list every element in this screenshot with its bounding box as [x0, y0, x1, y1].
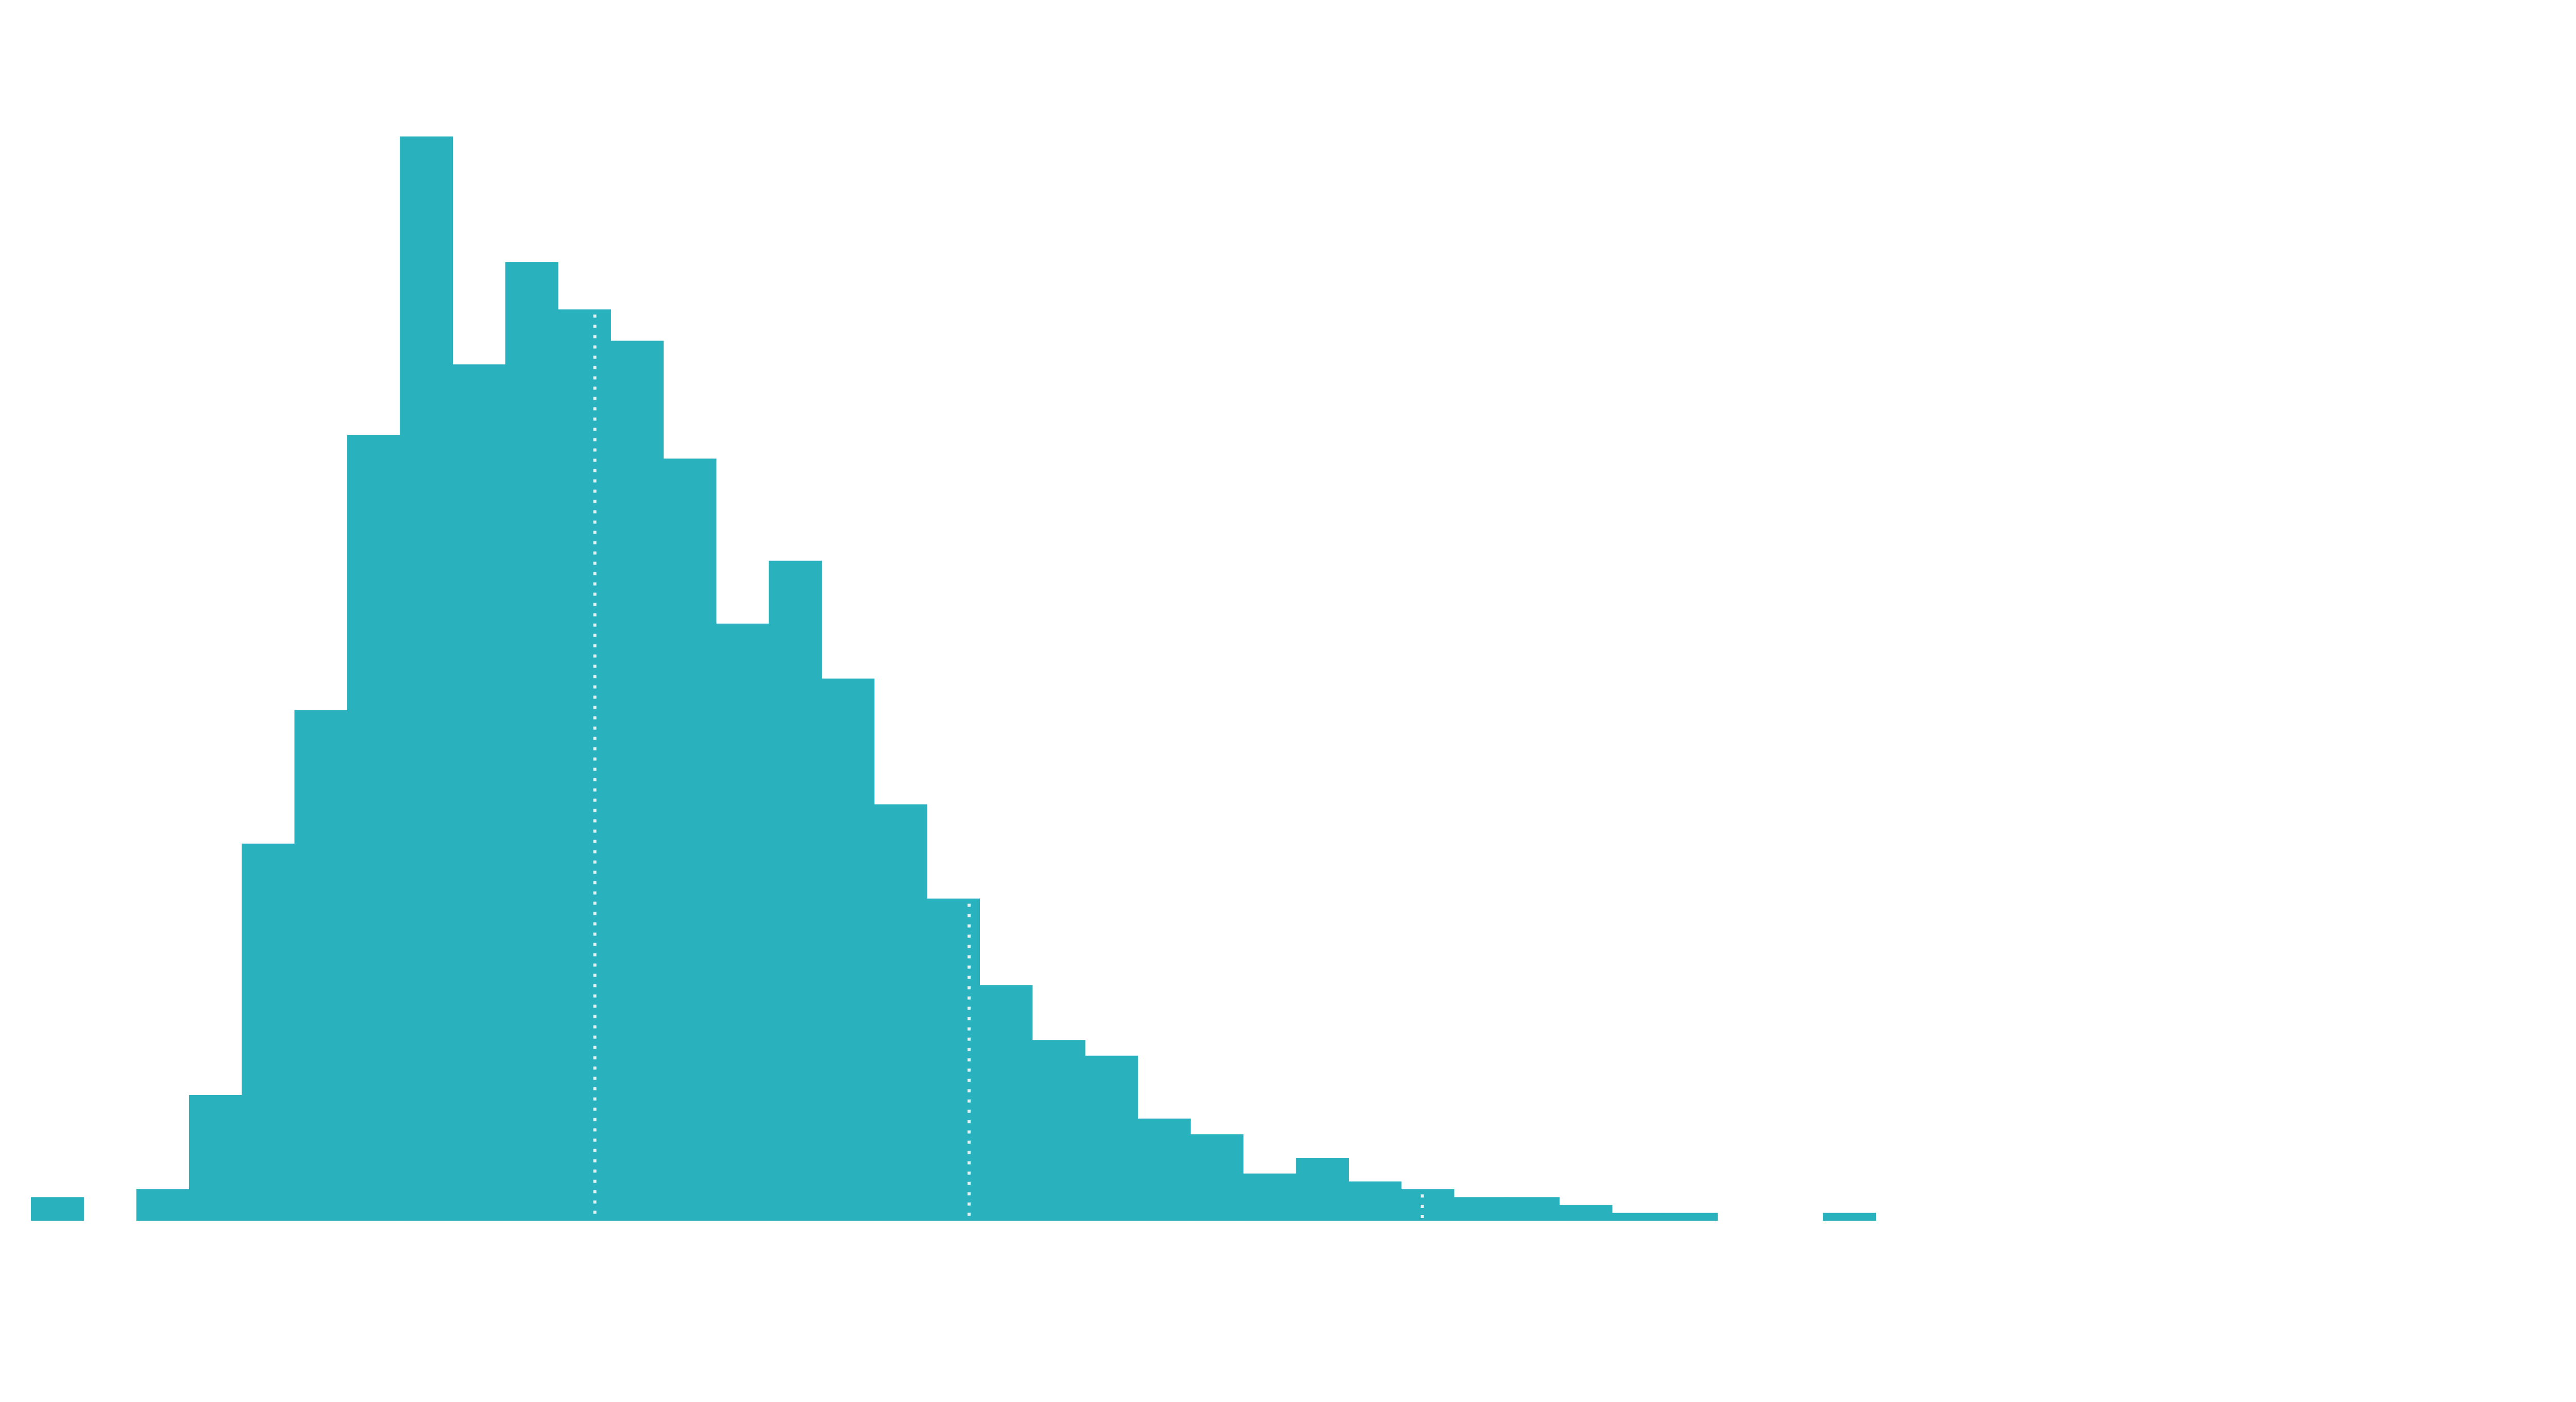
histogram-bar — [558, 309, 611, 1221]
histogram-bar — [1506, 1197, 1560, 1221]
histogram-bar — [663, 458, 717, 1221]
histogram-bar — [242, 843, 295, 1221]
histogram-bar — [1559, 1205, 1613, 1221]
histogram-bar — [1823, 1212, 1876, 1221]
histogram-bar — [1665, 1212, 1718, 1221]
histogram-bar — [611, 340, 664, 1221]
histogram-bar — [31, 1197, 84, 1221]
histogram-bar — [1138, 1118, 1191, 1221]
histogram-bar — [189, 1095, 242, 1221]
histogram-bar — [136, 1189, 190, 1221]
histogram-bar — [927, 898, 980, 1221]
histogram-bar — [821, 678, 875, 1221]
histogram-bar — [1032, 1040, 1086, 1221]
histogram-bar — [716, 623, 769, 1221]
histogram-bar — [1401, 1189, 1454, 1221]
histogram-bar — [1612, 1212, 1665, 1221]
histogram-bar — [294, 710, 348, 1221]
histogram-bar — [1243, 1173, 1296, 1221]
histogram-bar — [1454, 1197, 1507, 1221]
histogram-bar — [1085, 1055, 1138, 1221]
histogram-bar — [769, 560, 822, 1221]
histogram-bar — [347, 435, 400, 1221]
reference-lines-layer — [593, 314, 1424, 1221]
histogram-bar — [979, 985, 1033, 1221]
bars-layer — [31, 136, 1876, 1221]
histogram-bar — [1348, 1181, 1402, 1221]
histogram-bar — [505, 262, 558, 1221]
histogram-bar — [400, 136, 453, 1221]
histogram-bar — [874, 804, 927, 1221]
histogram-bar — [452, 364, 506, 1221]
histogram-bar — [1296, 1157, 1349, 1221]
histogram-bar — [1190, 1134, 1244, 1221]
